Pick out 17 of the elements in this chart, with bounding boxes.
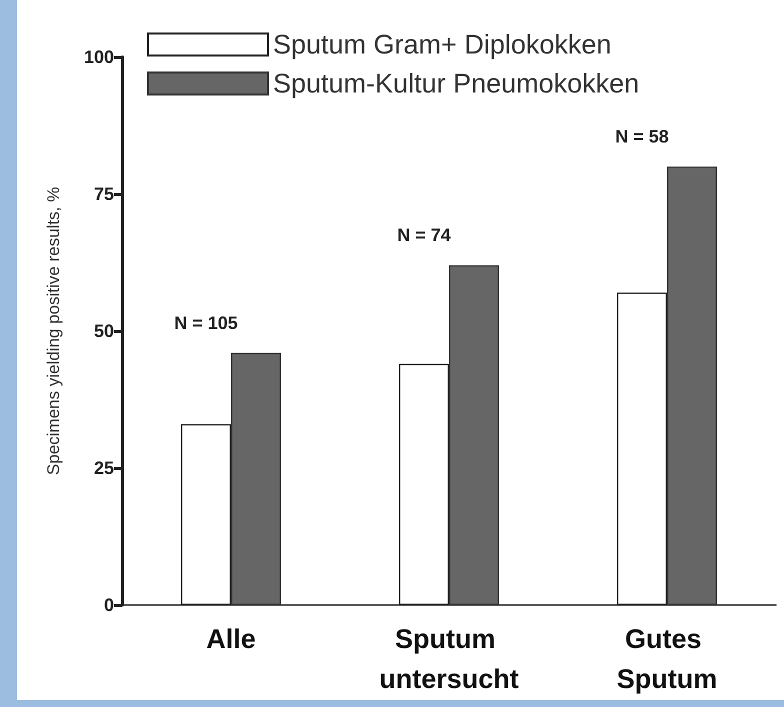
y-axis-title: Specimens yielding positive results, %	[44, 186, 63, 476]
y-tick-label: 100	[84, 47, 114, 67]
y-tick-label: 0	[104, 595, 114, 615]
y-tick-label: 50	[94, 321, 114, 341]
y-tick-label: 25	[94, 458, 114, 478]
legend-label: Sputum-Kultur Pneumokokken	[273, 68, 640, 98]
y-tick-label: 75	[94, 184, 114, 204]
annotation: N = 105	[174, 312, 238, 333]
x-tick-label: Alle	[206, 624, 256, 654]
bar	[231, 352, 281, 605]
x-tick-label: Sputum untersucht	[379, 624, 519, 694]
annotation: N = 58	[615, 126, 669, 147]
annotation: N = 74	[397, 225, 451, 246]
bar	[449, 265, 499, 605]
legend-label: Sputum Gram+ Diplokokken	[273, 30, 612, 60]
bar	[667, 166, 717, 605]
x-tick-label: Gutes Sputum	[616, 624, 718, 694]
